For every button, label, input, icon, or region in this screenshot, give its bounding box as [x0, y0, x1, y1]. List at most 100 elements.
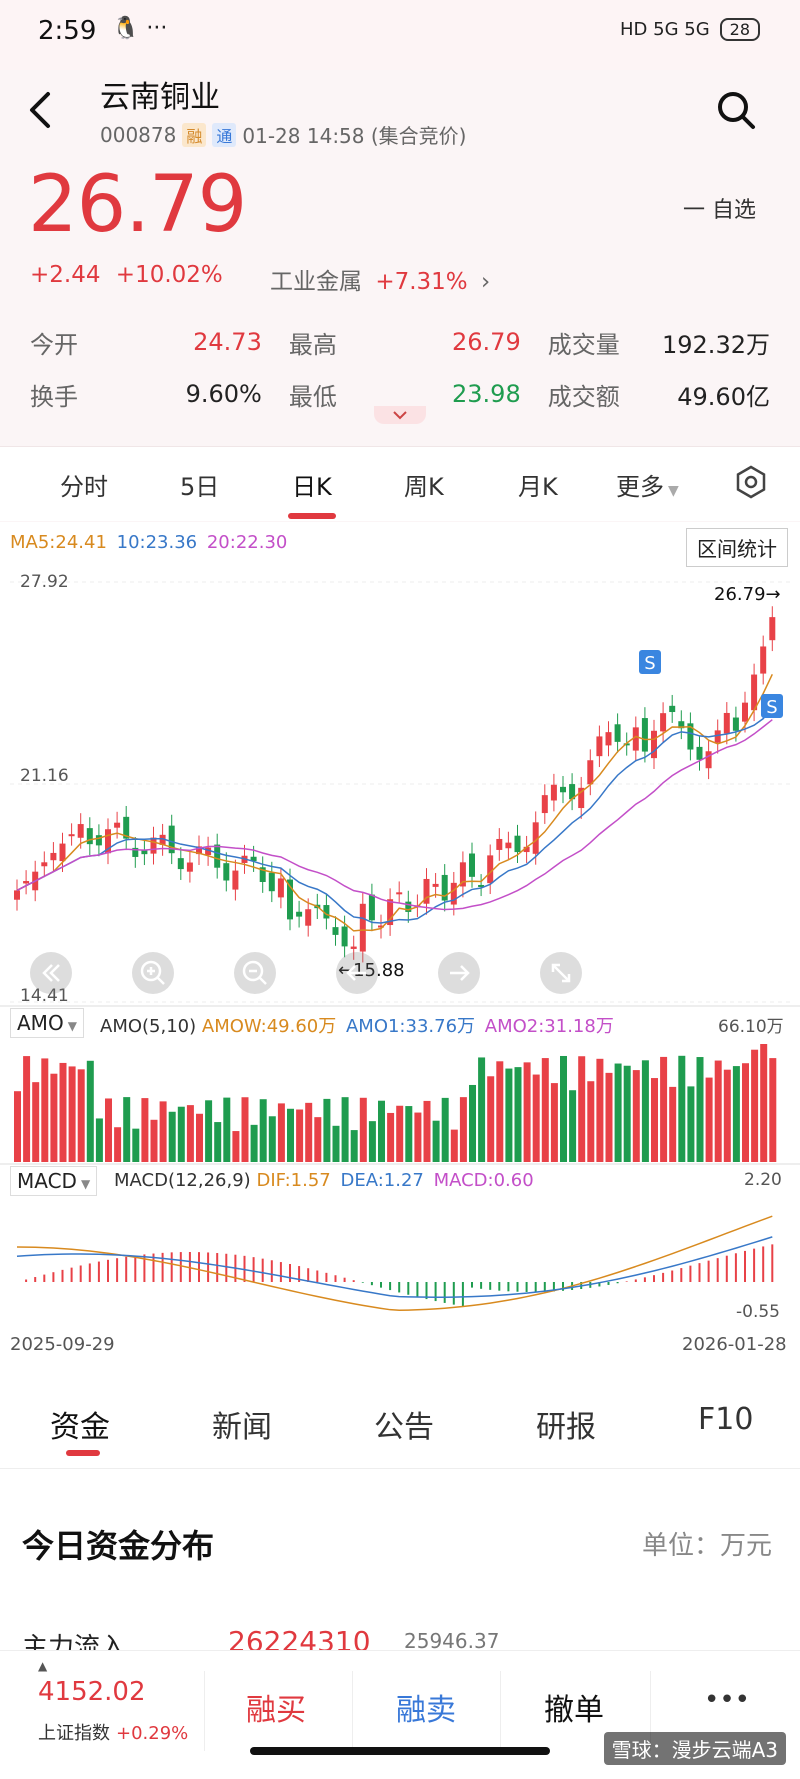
macd-bar [425, 1282, 428, 1300]
volume-bar [387, 1112, 395, 1162]
amount-value: 49.60亿 [677, 382, 770, 411]
zoom-in-button[interactable] [132, 952, 174, 994]
volume-bar [95, 1118, 103, 1162]
kline-chart[interactable]: SS [0, 522, 800, 1372]
candle-body [378, 925, 384, 928]
watchlist-button[interactable]: 一 自选 [683, 198, 756, 223]
tab-research[interactable]: 研报 [536, 1410, 596, 1445]
candle-body [732, 717, 739, 731]
tab-weekly-k[interactable]: 周K [404, 473, 444, 501]
volume-bar [669, 1086, 677, 1162]
candle-body [505, 842, 512, 849]
candle-body [41, 862, 48, 867]
search-icon[interactable] [716, 90, 756, 130]
stock-code-line: 000878 融 通 01-28 14:58 (集合竞价) [100, 120, 466, 149]
margin-buy-button[interactable]: 融买 [246, 1693, 306, 1728]
candle-body [214, 844, 221, 868]
macd-value-legend: MACD:0.60 [433, 1170, 534, 1191]
candle-body [168, 825, 175, 854]
macd-bar [61, 1269, 64, 1282]
period-tabs: 分时 5日 日K 周K 月K 更多 ▼ [0, 446, 800, 521]
index-widget[interactable]: ▲ 4152.02 上证指数 +0.29% [0, 1651, 200, 1761]
index-value: 4152.02 [38, 1677, 146, 1707]
tab-news[interactable]: 新闻 [212, 1410, 272, 1445]
volume-bar [505, 1068, 513, 1162]
candle-body [350, 946, 357, 949]
turnover-label: 换手 [30, 382, 78, 411]
macd-bar [716, 1258, 719, 1282]
cancel-order-button[interactable]: 撤单 [544, 1693, 604, 1728]
candle-body [678, 721, 685, 729]
macd-bar [653, 1275, 655, 1282]
macd-bar [34, 1277, 37, 1282]
scroll-right-button[interactable] [438, 952, 480, 994]
macd-bar [143, 1254, 146, 1282]
scroll-left-button[interactable] [336, 952, 378, 994]
scroll-left-fast-button[interactable] [30, 952, 72, 994]
ma10-line [16, 707, 773, 924]
tab-daily-k[interactable]: 日K [292, 473, 332, 501]
candle-body [186, 862, 193, 872]
zoom-out-button[interactable] [234, 952, 276, 994]
candle-body [387, 899, 394, 926]
macd-bar [225, 1253, 228, 1282]
candle-body [205, 847, 212, 855]
amow-legend: AMOW:49.60万 [201, 1016, 337, 1037]
tab-5day[interactable]: 5日 [180, 473, 220, 501]
macd-bar [97, 1261, 100, 1282]
tab-intraday[interactable]: 分时 [60, 473, 108, 501]
gear-icon[interactable] [734, 465, 768, 499]
volume-bar [587, 1081, 595, 1162]
back-icon[interactable] [26, 90, 56, 130]
info-tabs: 资金 新闻 公告 研报 F10 [0, 1372, 800, 1468]
tab-f10[interactable]: F10 [698, 1402, 754, 1437]
more-button[interactable]: ••• [704, 1685, 751, 1715]
tab-more[interactable]: 更多 ▼ [616, 467, 679, 502]
macd-bar [662, 1272, 665, 1282]
tab-announcements[interactable]: 公告 [374, 1410, 434, 1445]
volume-bar [132, 1128, 140, 1162]
low-value: 23.98 [452, 380, 521, 408]
candle-body [696, 746, 703, 760]
amo1-legend: AMO1:33.76万 [345, 1016, 476, 1037]
volume-bar [177, 1106, 185, 1162]
tab-monthly-k[interactable]: 月K [518, 473, 558, 501]
margin-tag: 融 [182, 122, 207, 147]
macd-selector[interactable]: MACD ▼ [10, 1166, 98, 1196]
volume-bar [23, 1056, 31, 1162]
dif-legend: DIF:1.57 [256, 1170, 331, 1191]
macd-bar [298, 1266, 301, 1282]
macd-bar [671, 1270, 674, 1282]
amo-selector[interactable]: AMO ▼ [10, 1008, 84, 1038]
volume-bar [86, 1060, 94, 1162]
volume-bar [359, 1097, 367, 1162]
candle-body [478, 884, 485, 887]
candle-body [623, 743, 630, 746]
macd-bar [689, 1265, 692, 1282]
expand-toggle[interactable] [374, 406, 426, 424]
quote-datetime: 01-28 14:58 (集合竞价) [242, 124, 467, 148]
tab-funds[interactable]: 资金 [50, 1410, 110, 1445]
volume-bar [550, 1083, 558, 1162]
candle-body [114, 822, 121, 828]
s-marker-label: S [766, 697, 777, 718]
candle-body [123, 816, 130, 839]
date-end: 2026-01-28 [682, 1334, 787, 1355]
fund-distribution-section: 今日资金分布 单位：万元 主力流入 26224310 25946.37 [0, 1468, 800, 1663]
high-label: 最高 [288, 330, 337, 359]
macd-bar [498, 1282, 501, 1291]
macd-bar [552, 1282, 555, 1292]
sector-link[interactable]: 工业金属 +7.31% › [270, 262, 490, 296]
interval-stats-button[interactable]: 区间统计 [686, 528, 788, 567]
fullscreen-button[interactable] [540, 952, 582, 994]
amo-params: AMO(5,10) [100, 1016, 197, 1037]
margin-sell-button[interactable]: 融卖 [396, 1693, 456, 1728]
macd-bar [125, 1256, 128, 1282]
stats-row: 换手 9.60% 最低 23.98 成交额 49.60亿 [30, 368, 770, 420]
volume-bar [77, 1069, 85, 1162]
volume-bar [114, 1127, 122, 1162]
home-indicator[interactable] [250, 1747, 550, 1755]
candle-body [323, 905, 330, 919]
candle-body [296, 911, 303, 917]
